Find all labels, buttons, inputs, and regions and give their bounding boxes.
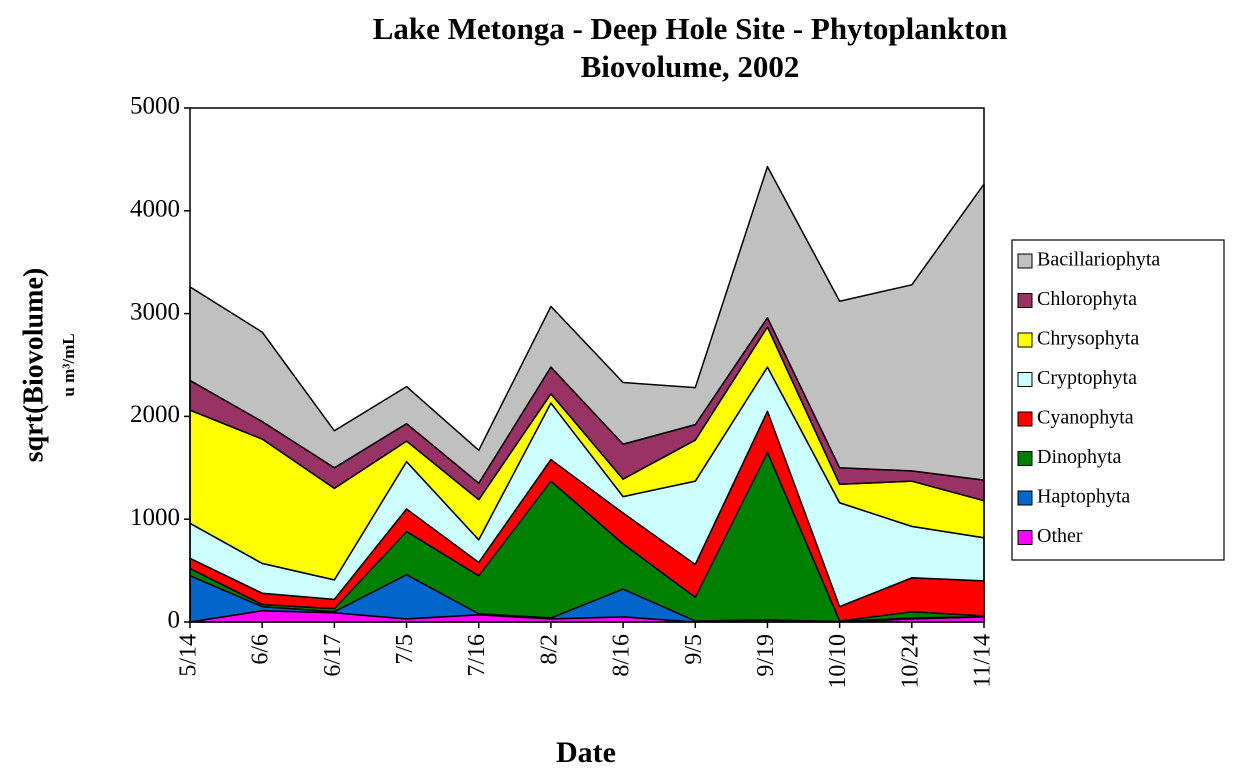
legend-label: Cryptophyta — [1037, 367, 1137, 389]
y-tick-label: 1000 — [130, 504, 180, 531]
legend-swatch — [1017, 372, 1033, 387]
x-tick-label: 11/14 — [970, 634, 996, 688]
x-tick-label: 5/14 — [176, 634, 202, 677]
legend-label: Haptophyta — [1037, 486, 1130, 508]
x-tick-label: 9/19 — [753, 634, 779, 677]
y-tick-label: 0 — [168, 607, 181, 634]
legend-swatch — [1017, 530, 1033, 545]
y-tick-label: 5000 — [130, 93, 180, 120]
legend-swatch — [1017, 253, 1033, 269]
y-axis-title: sqrt(Biovolume) — [18, 268, 49, 462]
y-tick-label: 4000 — [130, 196, 180, 223]
x-tick-label: 8/2 — [536, 634, 562, 665]
x-tick-label: 6/6 — [248, 634, 274, 665]
legend-label: Other — [1037, 525, 1083, 547]
x-tick-label: 7/5 — [392, 634, 418, 665]
x-tick-label: 10/10 — [825, 634, 851, 689]
legend-label: Cyanophyta — [1037, 407, 1134, 429]
y-tick-label: 2000 — [130, 401, 180, 428]
legend-swatch — [1017, 293, 1033, 308]
x-tick-label: 9/5 — [681, 634, 707, 665]
x-tick-label: 8/16 — [609, 634, 635, 677]
legend-label: Chlorophyta — [1037, 288, 1137, 310]
legend-swatch — [1017, 332, 1033, 348]
legend-label: Bacillariophyta — [1037, 249, 1160, 271]
chart-title: Lake Metonga - Deep Hole Site - Phytopla… — [372, 11, 1008, 84]
y-axis-unit: u m³/mL — [59, 333, 78, 396]
x-tick-label: 7/16 — [464, 634, 490, 677]
y-tick-label: 3000 — [130, 298, 180, 325]
x-tick-label: 6/17 — [320, 634, 346, 677]
legend-label: Chrysophyta — [1037, 328, 1139, 350]
legend-swatch — [1017, 411, 1033, 427]
legend-swatch — [1017, 451, 1033, 466]
legend-swatch — [1017, 490, 1033, 506]
plot-border — [189, 107, 985, 623]
x-axis-title: Date — [556, 736, 616, 769]
legend-box — [1011, 239, 1225, 561]
legend-label: Dinophyta — [1037, 446, 1122, 468]
x-tick-label: 10/24 — [897, 634, 923, 689]
